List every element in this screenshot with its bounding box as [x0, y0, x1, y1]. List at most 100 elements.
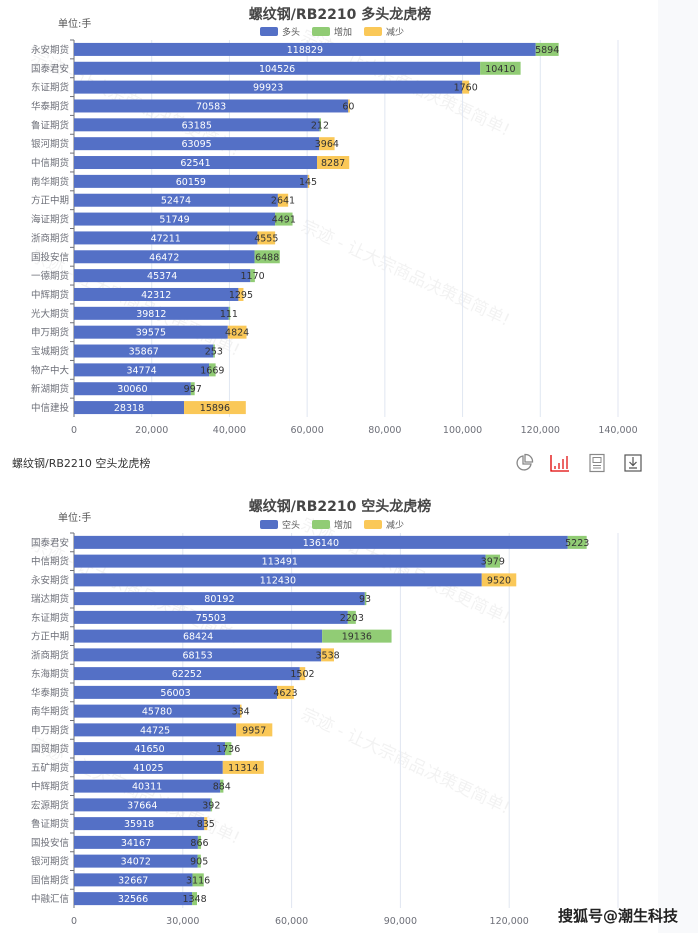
data-view-icon	[589, 453, 605, 473]
change-value-label: 2203	[340, 613, 364, 624]
bar-decrease	[299, 667, 306, 681]
change-value-label: 2641	[271, 196, 295, 207]
change-value-label: 1295	[229, 290, 253, 301]
y-tick-label: 宝城期货	[31, 346, 69, 358]
legend-swatch	[364, 520, 382, 529]
bar-main	[74, 174, 308, 188]
y-tick-label: 物产中大	[31, 364, 70, 376]
bar-main	[74, 835, 198, 849]
y-tick-label: 国投安信	[31, 251, 69, 263]
bar-main	[74, 137, 320, 151]
change-value-label: 3979	[481, 557, 505, 568]
bar-value-label: 42312	[141, 290, 171, 301]
y-tick-label: 中信期货	[31, 556, 69, 568]
legend-swatch	[260, 520, 278, 529]
change-value-label: 8287	[321, 158, 345, 169]
bar-main	[74, 573, 482, 587]
bar-decrease	[240, 704, 242, 718]
x-tick-label: 60,000	[275, 916, 308, 927]
change-value-label: 1736	[216, 744, 240, 755]
legend-label: 增加	[334, 519, 352, 531]
bar-increase	[192, 892, 197, 906]
bar-value-label: 37664	[127, 800, 157, 811]
bar-increase	[250, 269, 255, 283]
change-value-label: 3538	[315, 650, 339, 661]
y-tick-label: 海证期货	[31, 214, 69, 226]
bar-increase	[480, 61, 521, 75]
change-value-label: 93	[359, 594, 371, 605]
bar-chart-icon	[550, 455, 569, 472]
bar-value-label: 35918	[124, 819, 154, 830]
y-tick-label: 南华期货	[31, 176, 69, 188]
bar-main	[74, 554, 486, 568]
bar-value-label: 113491	[262, 557, 298, 568]
download-button[interactable]	[623, 453, 643, 473]
change-value-label: 15896	[200, 403, 230, 414]
y-tick-label: 瑞达期货	[31, 593, 69, 605]
bar-value-label: 34774	[126, 365, 156, 376]
pie-chart-icon	[516, 453, 534, 471]
y-tick-label: 方正中期	[31, 631, 69, 643]
change-value-label: 1669	[200, 365, 224, 376]
x-tick-label: 60,000	[291, 425, 324, 436]
bar-increase	[364, 592, 367, 606]
y-tick-label: 永安期货	[31, 574, 69, 586]
change-value-label: 9520	[487, 575, 511, 586]
watermark-text: 宗迹 - 让大宗商品决策更简单!	[298, 704, 513, 818]
y-tick-label: 五矿期货	[31, 762, 69, 774]
bar-main	[74, 401, 185, 415]
y-tick-label: 华泰期货	[31, 687, 69, 699]
change-value-label: 4555	[254, 233, 278, 244]
x-tick-label: 40,000	[213, 425, 246, 436]
bar-main	[74, 667, 300, 681]
bar-main	[74, 80, 463, 94]
bar-value-label: 68153	[182, 650, 212, 661]
bar-main	[74, 193, 278, 207]
bar-decrease	[238, 287, 244, 301]
bar-main	[74, 592, 365, 606]
bar-value-label: 30060	[117, 384, 147, 395]
y-tick-label: 东证期货	[31, 612, 69, 624]
bar-chart-button[interactable]	[550, 453, 570, 473]
change-value-label: 866	[190, 838, 208, 849]
legend-label: 多头	[282, 26, 300, 38]
change-value-label: 4824	[225, 328, 249, 339]
bar-value-label: 63095	[181, 139, 211, 150]
bar-main	[74, 610, 348, 624]
bar-value-label: 80192	[204, 594, 234, 605]
bar-value-label: 34072	[121, 857, 151, 868]
bar-increase	[347, 610, 356, 624]
data-view-button[interactable]	[587, 453, 607, 473]
x-tick-label: 120,000	[490, 916, 529, 927]
change-value-label: 9957	[242, 725, 266, 736]
change-value-label: 334	[232, 707, 250, 718]
bar-increase	[197, 835, 202, 849]
bar-main	[74, 61, 481, 75]
bar-decrease	[462, 80, 470, 94]
change-value-label: 1348	[182, 894, 206, 905]
bar-main	[74, 231, 258, 245]
bar-value-label: 28318	[114, 403, 144, 414]
bar-main	[74, 892, 193, 906]
watermark-text: 宗迹 - 让大宗商品决策更简单!	[298, 216, 513, 330]
legend-swatch	[312, 520, 330, 529]
y-tick-label: 国贸期货	[31, 743, 69, 755]
bar-main	[74, 306, 229, 320]
pie-chart-button[interactable]	[514, 453, 534, 473]
y-tick-label: 申万期货	[31, 327, 69, 339]
x-tick-label: 30,000	[166, 916, 199, 927]
change-value-label: 111	[220, 309, 238, 320]
y-tick-label: 中融汇信	[31, 893, 69, 905]
bar-value-label: 62541	[180, 158, 210, 169]
y-tick-label: 中辉期货	[31, 289, 69, 301]
unit-label: 单位:手	[58, 511, 91, 524]
change-value-label: 6488	[255, 252, 279, 263]
x-tick-label: 90,000	[384, 916, 417, 927]
legend-label: 减少	[386, 519, 404, 531]
bar-value-label: 56003	[160, 688, 190, 699]
y-tick-label: 永安期货	[31, 44, 69, 56]
bar-value-label: 118829	[287, 45, 323, 56]
bar-value-label: 41025	[133, 763, 163, 774]
legend-swatch	[312, 27, 330, 36]
bar-main	[74, 742, 226, 756]
